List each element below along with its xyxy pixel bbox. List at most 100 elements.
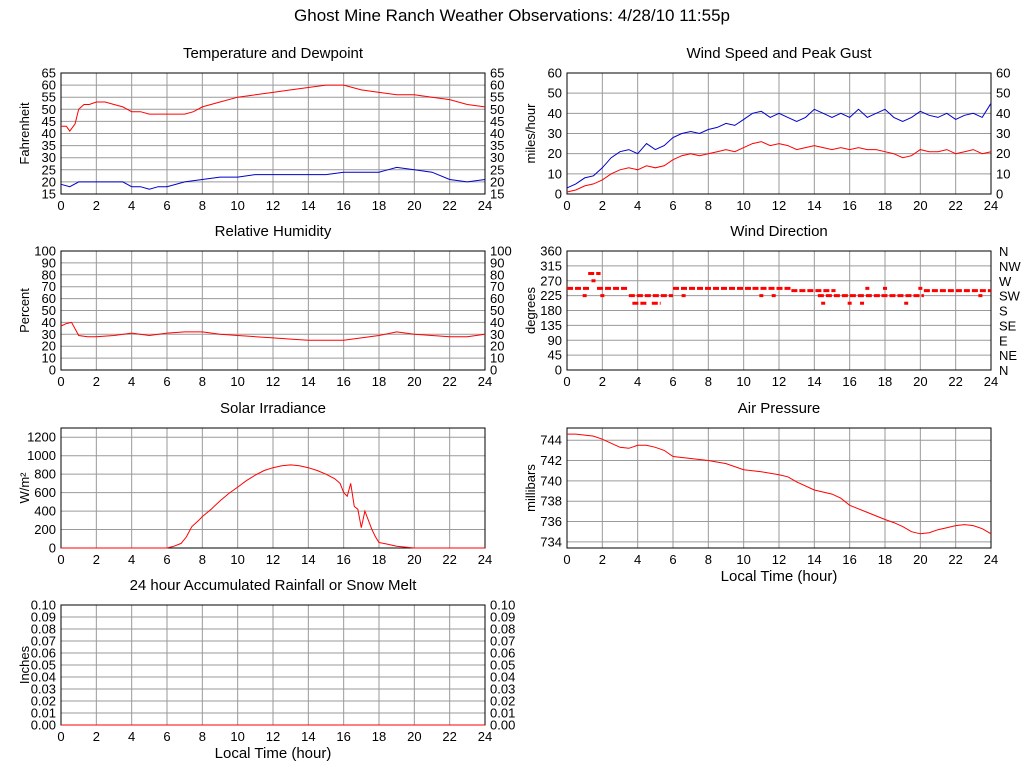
humidity-x-tick-label: 10 [230,374,244,389]
wind-y-tick-label-right: 60 [996,66,1010,81]
temp-title: Temperature and Dewpoint [183,45,364,62]
rain-y-tick-label: 0.04 [31,670,56,685]
winddir-x-tick-label: 0 [563,374,570,389]
rain-y-tick-label: 0.01 [31,706,56,721]
winddir-y-tick-label: 180 [540,303,562,318]
solar-x-tick-label: 0 [57,552,64,567]
pressure-x-tick-label: 20 [913,552,927,567]
wind-y-tick-label-right: 50 [996,86,1010,101]
winddir-y-axis-label: degrees [523,287,538,334]
temp-x-tick-label: 16 [336,198,350,213]
winddir-y-tick-label: 225 [540,288,562,303]
humidity-y-tick-label: 100 [34,244,56,259]
wind-x-tick-label: 20 [913,198,927,213]
pressure-y-tick-label: 740 [540,473,562,488]
humidity-x-tick-label: 22 [442,374,456,389]
winddir-direction-point [591,279,596,283]
rain-y-tick-label: 0.00 [31,718,56,733]
pressure-y-tick-label: 742 [540,453,562,468]
humidity-x-tick-label: 8 [199,374,206,389]
humidity-y-tick-label-right: 40 [490,315,504,330]
pressure-x-tick-label: 10 [736,552,750,567]
temp-y-tick-label: 35 [42,138,56,153]
winddir-direction-point [582,294,587,298]
pressure-y-tick-label: 734 [540,534,562,549]
winddir-y-tick-label: 360 [540,244,562,259]
winddir-x-tick-label: 22 [948,374,962,389]
humidity-x-tick-label: 0 [57,374,64,389]
wind-y-tick-label: 20 [548,146,562,161]
winddir-x-tick-label: 20 [913,374,927,389]
humidity-series-0-line [60,321,486,341]
humidity-x-tick-label: 12 [266,374,280,389]
humidity-y-tick-label-right: 30 [490,327,504,342]
winddir-compass-label: N [999,363,1008,378]
rain-x-tick-label: 16 [336,729,350,744]
temp-y-tick-label-right: 65 [490,66,504,81]
page-title: Ghost Mine Ranch Weather Observations: 4… [294,6,730,25]
rain-y-tick-label: 0.10 [31,598,56,613]
winddir-direction-point [865,286,870,290]
winddir-direction-point [600,294,605,298]
rain-y-tick-label-right: 0.03 [490,682,515,697]
rain-y-tick-label-right: 0.09 [490,610,515,625]
wind-y-tick-label-right: 30 [996,126,1010,141]
winddir-direction-point [681,294,686,298]
temp-x-tick-label: 24 [478,198,492,213]
rain-y-tick-label: 0.02 [31,694,56,709]
winddir-compass-label: W [999,274,1012,289]
pressure-y-tick-label: 736 [540,514,562,529]
pressure-x-axis-label: Local Time (hour) [721,568,838,585]
wind-y-tick-label-right: 40 [996,106,1010,121]
solar-x-tick-label: 22 [442,552,456,567]
pressure-x-tick-label: 2 [599,552,606,567]
solar-series-0-line [61,464,485,549]
wind-x-tick-label: 6 [669,198,676,213]
solar-x-tick-label: 18 [372,552,386,567]
humidity-x-tick-label: 24 [478,374,492,389]
temp-y-tick-label-right: 60 [490,78,504,93]
rain-y-tick-label-right: 0.07 [490,634,515,649]
humidity-y-tick-label: 50 [42,303,56,318]
winddir-x-tick-label: 8 [705,374,712,389]
temp-y-tick-label-right: 50 [490,102,504,117]
solar-y-tick-label: 0 [49,541,56,556]
solar-y-tick-label: 400 [34,504,56,519]
temp-x-tick-label: 22 [442,198,456,213]
rain-x-tick-label: 24 [478,729,492,744]
wind-x-tick-label: 14 [807,198,821,213]
winddir-direction-point [904,301,909,305]
humidity-y-tick-label-right: 90 [490,255,504,270]
humidity-x-tick-label: 6 [163,374,170,389]
wind-y-tick-label: 30 [548,126,562,141]
winddir-x-tick-label: 24 [984,374,998,389]
rain-y-tick-label-right: 0.01 [490,706,515,721]
temp-y-tick-label: 60 [42,78,56,93]
solar-x-tick-label: 10 [230,552,244,567]
rain-y-tick-label: 0.09 [31,610,56,625]
temp-x-tick-label: 14 [301,198,315,213]
rain-x-tick-label: 22 [442,729,456,744]
wind-x-tick-label: 10 [736,198,750,213]
winddir-direction-point [860,301,865,305]
winddir-direction-point [771,294,776,298]
humidity-y-tick-label: 10 [42,351,56,366]
wind-x-tick-label: 24 [984,198,998,213]
winddir-x-tick-label: 14 [807,374,821,389]
temp-y-tick-label-right: 40 [490,126,504,141]
winddir-y-tick-label: 90 [548,333,562,348]
humidity-frame [60,250,486,371]
temp-y-tick-label: 40 [42,126,56,141]
humidity-y-tick-label-right: 10 [490,351,504,366]
winddir-compass-label: N [999,244,1008,259]
pressure-y-tick-label: 744 [540,433,562,448]
solar-frame [60,427,486,549]
temp-x-tick-label: 0 [57,198,64,213]
pressure-x-tick-label: 18 [878,552,892,567]
pressure-title: Air Pressure [738,400,821,417]
pressure-x-tick-label: 8 [705,552,712,567]
